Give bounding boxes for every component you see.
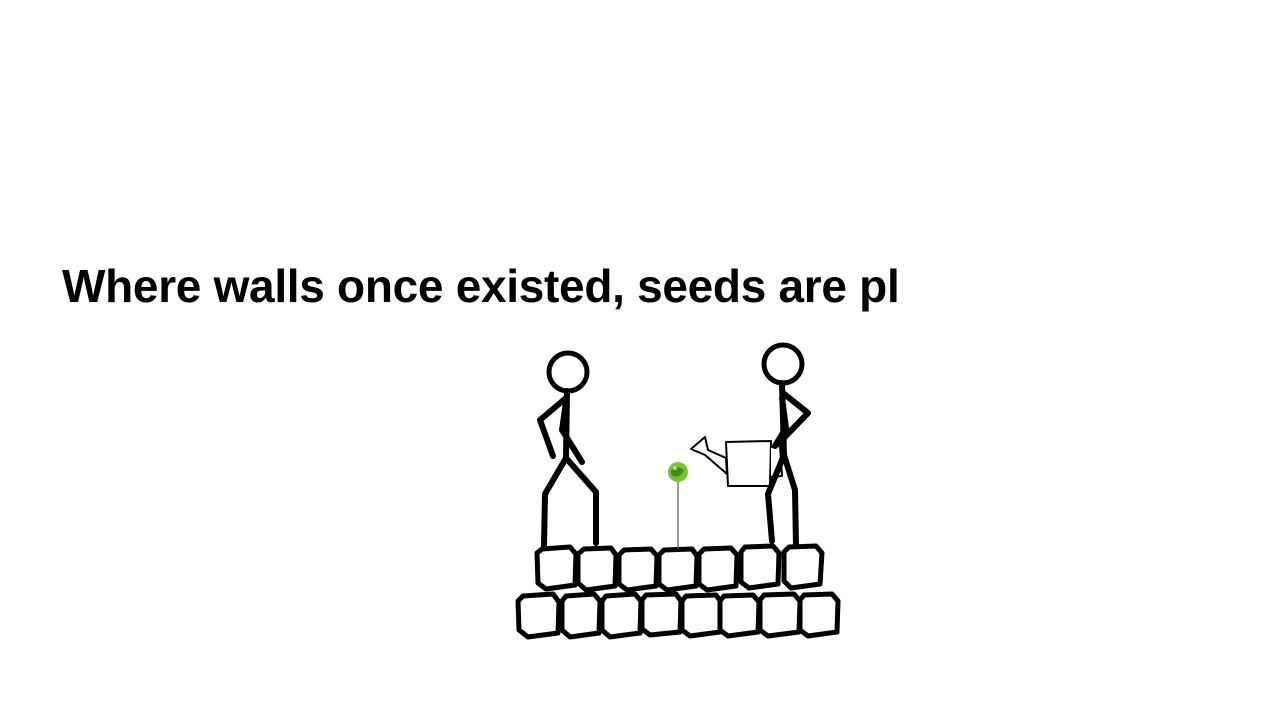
brick-wall-top-row [534, 543, 825, 593]
left-leg [541, 455, 569, 549]
brick-wall-bottom-row [515, 591, 841, 640]
brick [616, 546, 660, 593]
brick [599, 591, 644, 640]
sprout-highlight [673, 466, 677, 470]
brick [757, 591, 803, 639]
brick [781, 543, 825, 591]
brick [679, 592, 724, 639]
left-leg [765, 452, 787, 544]
head [546, 350, 590, 394]
brick [797, 591, 841, 639]
stick-figure-right [761, 342, 811, 548]
right-leg [781, 452, 799, 548]
right-arm [772, 395, 789, 449]
brick [515, 591, 562, 640]
right-leg [563, 455, 599, 546]
brick [639, 591, 684, 638]
left-arm [537, 395, 569, 459]
brick [575, 545, 619, 593]
slide-caption: Where walls once existed, seeds are pl [62, 260, 900, 312]
right-arm [559, 399, 585, 465]
stick-figure-left [537, 350, 599, 549]
brick [738, 543, 782, 591]
sprout-icon [668, 462, 688, 549]
brick [717, 592, 762, 639]
head [761, 342, 805, 386]
brick [534, 544, 579, 592]
brick [559, 591, 603, 640]
brick [656, 546, 700, 593]
watering-can-icon [690, 436, 783, 487]
watering-can-spout [690, 436, 728, 475]
left-arm [775, 390, 811, 447]
brick [696, 545, 740, 593]
watering-can-body [725, 440, 772, 487]
